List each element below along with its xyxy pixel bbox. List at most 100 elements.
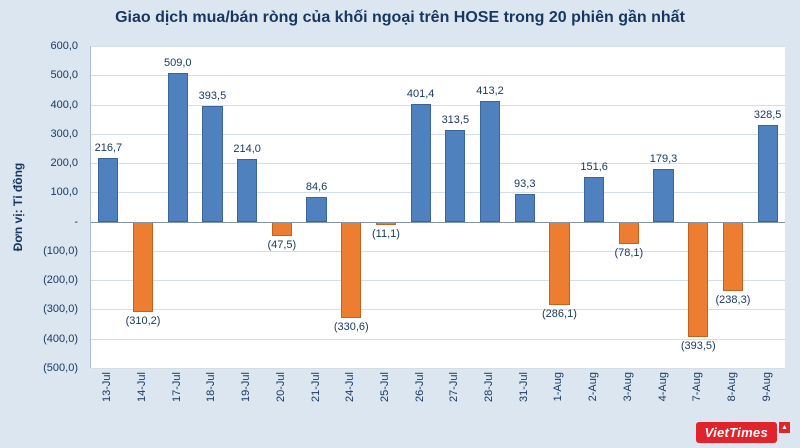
data-label: 401,4	[406, 88, 435, 101]
bar-21-jul	[306, 196, 327, 222]
x-tick-label-text: 20-Jul	[274, 372, 287, 402]
x-tick-label-text: 31-Jul	[517, 372, 530, 402]
bar-31-jul	[514, 194, 535, 222]
gridline	[91, 192, 785, 194]
x-tick-label: 8-Aug	[715, 372, 750, 426]
bar-4-aug	[653, 169, 674, 222]
bar-7-aug	[688, 221, 709, 337]
data-label: (286,1)	[542, 308, 577, 321]
data-label: 413,2	[476, 84, 504, 97]
x-tick-label-text: 14-Jul	[136, 372, 149, 402]
gridline	[91, 163, 785, 165]
x-tick-label: 27-Jul	[437, 372, 472, 426]
x-tick-label: 28-Jul	[472, 372, 507, 426]
x-tick-label: 7-Aug	[680, 372, 715, 426]
data-label: 328,5	[753, 109, 782, 122]
y-tick-label: (500,0)	[43, 362, 78, 374]
y-tick-label: -	[74, 215, 78, 228]
bar-27-jul	[445, 129, 466, 222]
gridline	[91, 75, 785, 77]
x-tick-label-text: 18-Jul	[205, 372, 218, 402]
gridline	[91, 250, 785, 252]
x-tick-label: 2-Aug	[576, 372, 611, 426]
x-tick-label: 3-Aug	[611, 372, 646, 426]
x-tick-label: 18-Jul	[194, 372, 229, 426]
x-tick-label: 1-Aug	[541, 372, 576, 426]
data-label: (310,2)	[125, 315, 161, 328]
data-label: 151,6	[580, 161, 608, 174]
x-tick-label: 25-Jul	[368, 372, 403, 426]
x-tick-label: 26-Jul	[402, 372, 437, 426]
bar-13-jul	[98, 158, 119, 222]
y-tick-label: 400,0	[50, 98, 78, 111]
x-tick-label: 19-Jul	[229, 372, 264, 426]
x-tick-label-text: 1-Aug	[552, 372, 565, 402]
x-tick-label-text: 8-Aug	[725, 372, 738, 402]
data-label: 179,3	[649, 153, 678, 166]
bar-3-aug	[618, 221, 639, 245]
y-tick-label: 600,0	[50, 40, 78, 52]
bar-1-aug	[549, 221, 570, 306]
gridline	[91, 46, 785, 47]
y-tick-label: 200,0	[50, 157, 78, 170]
bar-19-jul	[237, 158, 258, 222]
x-tick-label-text: 24-Jul	[344, 372, 357, 402]
y-tick-label: (200,0)	[43, 274, 78, 287]
y-axis-ticks: 600,0 500,0 400,0 300,0 200,0 100,0 - (100,0) (2…	[14, 40, 84, 374]
x-tick-label: 9-Aug	[749, 372, 784, 426]
x-tick-label-text: 27-Jul	[448, 372, 461, 402]
data-label: (393,5)	[680, 339, 716, 352]
data-label: 84,6	[305, 180, 328, 193]
y-tick-label: 500,0	[50, 69, 78, 82]
y-tick-label: (400,0)	[43, 332, 78, 345]
viettimes-logo-mark: ▲	[779, 422, 790, 433]
bar-14-jul	[132, 221, 154, 313]
gridline	[91, 309, 785, 311]
x-tick-label-text: 19-Jul	[240, 372, 253, 402]
bar-2-aug	[584, 177, 605, 222]
x-axis-labels: 13-Jul 14-Jul 17-Jul 18-Jul 19-Jul 20-Jul 21-J…	[90, 372, 784, 426]
gridline	[91, 368, 785, 369]
x-tick-label-text: 13-Jul	[101, 372, 114, 402]
chart-title: Giao dịch mua/bán ròng của khối ngoại tr…	[115, 9, 685, 26]
x-tick-label-text: 25-Jul	[378, 372, 391, 402]
data-label: 313,5	[441, 113, 470, 126]
data-label: (78,1)	[614, 247, 644, 260]
x-tick-label-text: 26-Jul	[413, 372, 426, 402]
x-tick-label-text: 4-Aug	[656, 372, 669, 402]
data-label: 214,0	[233, 142, 261, 155]
plot-area: 216,7 (310,2) 509,0 393,5 214,0 (47,5) 84,6 (33…	[90, 46, 785, 369]
x-tick-label: 14-Jul	[125, 372, 160, 426]
gridline	[91, 104, 785, 106]
data-label: (47,5)	[267, 238, 297, 251]
viettimes-logo: VietTimes ▲	[695, 422, 790, 443]
x-tick-label-text: 2-Aug	[587, 372, 600, 402]
data-label: 509,0	[163, 56, 192, 69]
bar-26-jul	[410, 104, 431, 222]
y-tick-label: (300,0)	[43, 303, 78, 316]
x-tick-label: 13-Jul	[90, 372, 125, 426]
x-tick-label: 31-Jul	[506, 372, 541, 426]
data-label: (238,3)	[715, 294, 751, 307]
y-tick-label: 300,0	[50, 127, 78, 140]
data-label: (11,1)	[371, 227, 400, 240]
y-tick-label: 100,0	[50, 186, 78, 199]
gridline	[91, 280, 785, 282]
gridline	[91, 338, 785, 340]
data-label: (330,6)	[333, 321, 369, 334]
x-tick-label-text: 3-Aug	[621, 372, 634, 402]
x-tick-label: 21-Jul	[298, 372, 333, 426]
x-tick-label-text: 7-Aug	[691, 372, 704, 402]
x-tick-label: 4-Aug	[645, 372, 680, 426]
bar-17-jul	[167, 72, 188, 222]
x-tick-label-text: 9-Aug	[760, 372, 773, 402]
x-tick-label: 24-Jul	[333, 372, 368, 426]
x-tick-label: 17-Jul	[159, 372, 194, 426]
x-tick-label-text: 28-Jul	[483, 372, 496, 402]
data-label: 393,5	[198, 90, 227, 103]
gridline	[91, 133, 785, 135]
bar-18-jul	[202, 106, 223, 222]
bar-28-jul	[479, 100, 501, 222]
y-tick-label: (100,0)	[43, 244, 78, 257]
